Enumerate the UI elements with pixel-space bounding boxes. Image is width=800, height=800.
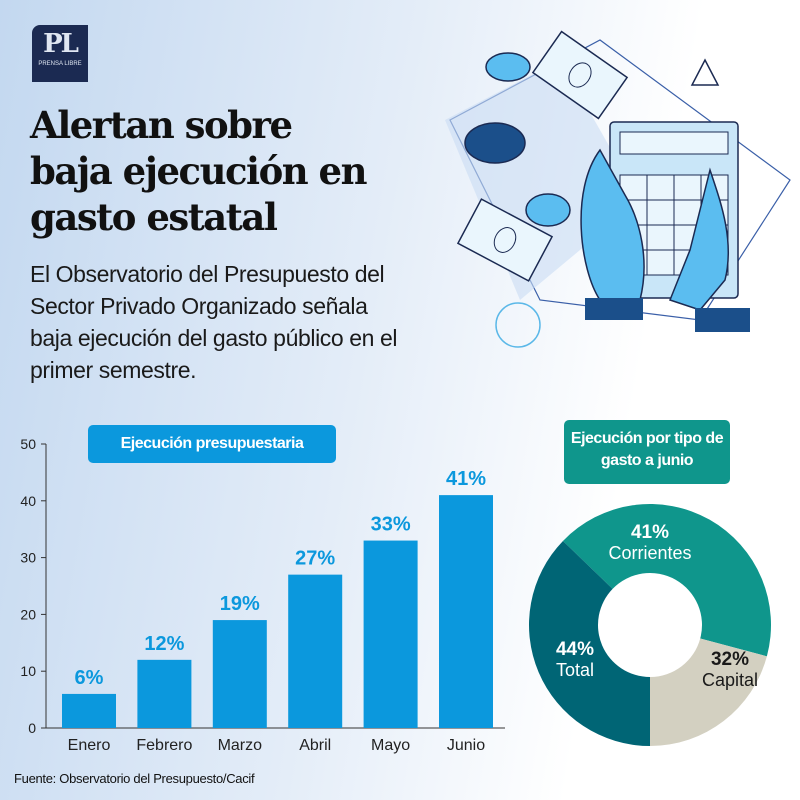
bar-mayo [363,540,418,728]
slice-capital [650,638,767,746]
slice-value-label: 41% [631,522,669,543]
bar-abril [288,574,343,728]
bar-chart-title: Ejecución presupuestaria [88,425,336,463]
y-tick-label: 30 [20,550,36,566]
money-calculator-illustration [445,30,791,348]
y-tick-label: 10 [20,663,36,679]
bar-marzo [212,620,267,728]
bar-febrero [137,659,192,728]
y-tick-label: 40 [20,493,36,509]
donut-chart-title: Ejecución por tipo de gasto a junio [564,420,730,484]
bar-value-label: 6% [75,667,104,689]
bar-chart: 0 10 20 30 40 50 6% Enero 12% Febrero 19% Marzo 27% A… [20,436,505,754]
x-tick-label: Marzo [218,737,263,754]
prensa-libre-logo: PL PRENSA LIBRE [32,25,88,82]
slice-name-label: Total [556,660,594,680]
x-tick-label: Junio [447,737,485,754]
bar-junio [439,495,493,728]
slice-corrientes [562,504,771,657]
bar-value-label: 27% [295,548,335,570]
headline: Alertan sobre baja ejecución en gasto es… [30,103,367,239]
slice-name-label: Capital [702,670,758,690]
slice-total [529,540,650,746]
x-tick-label: Abril [299,737,331,754]
y-tick-label: 50 [20,436,36,452]
slice-value-label: 44% [556,639,594,660]
y-tick-label: 20 [20,606,36,622]
source-note: Fuente: Observatorio del Presupuesto/Cac… [14,771,255,786]
bar-enero [62,693,116,728]
subtitle: El Observatorio del Presupuesto del Sect… [30,261,398,383]
bar-value-label: 41% [446,468,486,490]
slice-value-label: 32% [711,649,749,670]
x-tick-label: Enero [68,737,111,754]
x-tick-label: Febrero [136,737,192,754]
bar-value-label: 19% [220,593,260,615]
x-tick-label: Mayo [371,737,410,754]
bar-value-label: 12% [144,633,184,655]
bar-value-label: 33% [371,514,411,536]
donut-chart: 41%Corrientes 32%Capital 44%Total [529,504,771,746]
slice-name-label: Corrientes [608,543,691,563]
y-tick-label: 0 [28,720,36,736]
